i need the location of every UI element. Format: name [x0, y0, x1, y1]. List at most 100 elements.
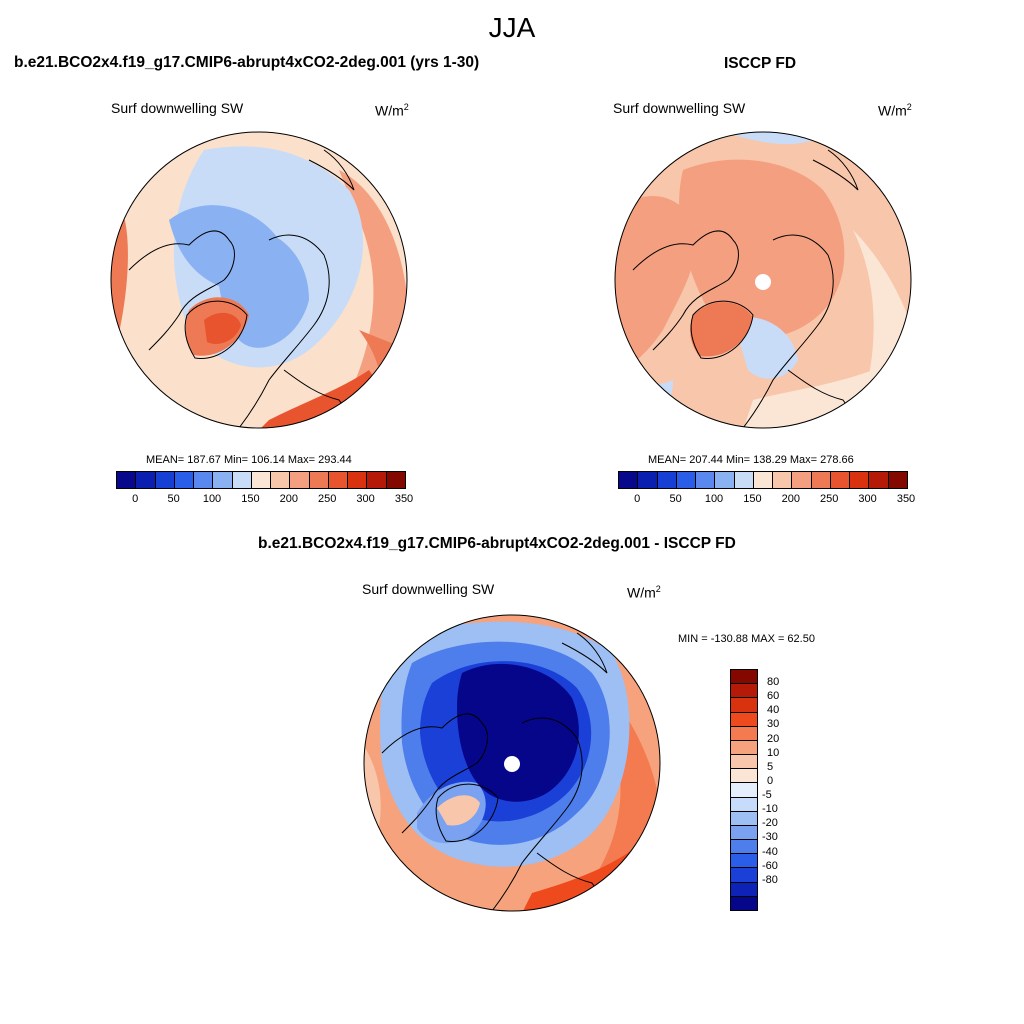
- field-region: [615, 196, 696, 380]
- colorbar-swatch: [174, 472, 195, 488]
- colorbar-swatch: [731, 684, 757, 699]
- colorbar-tick-label: 40: [767, 704, 780, 717]
- colorbar-tick-label: 10: [767, 746, 780, 759]
- colorbar-swatch: [850, 472, 870, 488]
- polar-map-diff: [363, 614, 661, 912]
- colorbar-obs: [618, 471, 908, 489]
- colorbar-tick-label: 60: [767, 690, 780, 703]
- colorbar-swatch: [731, 755, 757, 770]
- colorbar-tick-label: -30: [762, 831, 778, 844]
- coastline: [308, 149, 355, 191]
- colorbar-tick-label: 300: [858, 493, 877, 505]
- colorbar-swatch: [792, 472, 812, 488]
- colorbar-tick-label: 350: [896, 493, 916, 505]
- colorbar-tick-label: 350: [394, 493, 414, 505]
- field-region: [457, 663, 579, 802]
- variable-label-diff: Surf downwelling SW: [362, 581, 495, 597]
- colorbar-swatch: [290, 472, 310, 488]
- colorbar-swatch: [619, 472, 639, 488]
- variable-label-model: Surf downwelling SW: [111, 100, 244, 116]
- units-label-model: W/m2: [375, 102, 409, 119]
- panel-title-model: b.e21.BCO2x4.f19_g17.CMIP6-abrupt4xCO2-2…: [14, 54, 480, 71]
- colorbar-swatch: [731, 825, 757, 841]
- colorbar-tick-label: 0: [132, 493, 139, 505]
- colorbar-tick-label: -60: [762, 859, 778, 872]
- field-region: [204, 312, 241, 345]
- colorbar-swatch: [657, 472, 677, 488]
- colorbar-swatch: [731, 854, 757, 869]
- colorbar-ticks-diff: 80 60 40 30 20 10 5 0 -5 -10 -20 -30 -40 -60 -80: [762, 669, 802, 909]
- colorbar-swatch: [811, 472, 831, 488]
- colorbar-swatch: [731, 882, 757, 897]
- colorbar-tick-label: 150: [743, 493, 762, 505]
- colorbar-swatch: [194, 472, 214, 488]
- colorbar-swatch: [696, 472, 716, 488]
- colorbar-tick-label: 20: [767, 732, 780, 745]
- field-region: [690, 302, 753, 357]
- colorbar-swatch: [888, 472, 907, 488]
- colorbar-tick-label: -80: [762, 873, 778, 886]
- polar-map-model: [110, 131, 408, 429]
- colorbar-swatch: [869, 472, 889, 488]
- coastline: [381, 713, 488, 834]
- colorbar-tick-label: -10: [762, 803, 778, 816]
- colorbar-tick-label: 0: [767, 774, 774, 787]
- colorbar-tick-label: 50: [669, 493, 682, 505]
- units-label-obs: W/m2: [878, 102, 912, 119]
- colorbar-swatch: [731, 868, 757, 883]
- colorbar-tick-label: 300: [356, 493, 375, 505]
- colorbar-ticks-model: 0 50 100 150 200 250 300 350: [116, 493, 413, 509]
- colorbar-tick-label: 5: [767, 760, 774, 773]
- colorbar-swatch: [773, 472, 793, 488]
- colorbar-swatch: [117, 472, 137, 488]
- colorbar-tick-label: 200: [781, 493, 800, 505]
- colorbar-swatch: [734, 472, 754, 488]
- colorbar-swatch: [155, 472, 175, 488]
- colorbar-swatch: [271, 472, 291, 488]
- colorbar-swatch: [731, 726, 757, 741]
- main-title: JJA: [488, 12, 536, 43]
- panel-title-obs: ISCCP FD: [724, 55, 797, 72]
- colorbar-swatch: [830, 472, 851, 488]
- colorbar-swatch: [638, 472, 658, 488]
- colorbar-swatch: [731, 811, 757, 826]
- stats-obs: MEAN= 207.44 Min= 138.29 Max= 278.66: [648, 454, 854, 466]
- stats-model: MEAN= 187.67 Min= 106.14 Max= 293.44: [146, 454, 352, 466]
- colorbar-tick-label: 100: [704, 493, 724, 505]
- panel-title-diff: b.e21.BCO2x4.f19_g17.CMIP6-abrupt4xCO2-2…: [258, 535, 736, 552]
- coastline: [561, 632, 608, 674]
- colorbar-swatch: [731, 712, 757, 727]
- coastline: [238, 234, 330, 428]
- colorbar-tick-label: 250: [318, 493, 337, 505]
- colorbar-swatch: [386, 472, 405, 488]
- field-region: [733, 317, 798, 379]
- colorbar-swatch: [731, 740, 757, 756]
- colorbar-swatch: [213, 472, 233, 488]
- coastline: [742, 234, 834, 428]
- colorbar-swatch: [676, 472, 697, 488]
- colorbar-tick-label: 50: [167, 493, 180, 505]
- colorbar-swatch: [715, 472, 735, 488]
- colorbar-ticks-obs: 0 50 100 150 200 250 300 350: [618, 493, 915, 509]
- stats-diff: MIN = -130.88 MAX = 62.50: [678, 633, 815, 645]
- colorbar-tick-label: 250: [820, 493, 839, 505]
- colorbar-swatch: [731, 698, 757, 713]
- colorbar-swatch: [731, 783, 757, 798]
- colorbar-tick-label: -40: [762, 845, 778, 858]
- colorbar-swatch: [731, 840, 757, 855]
- field-region: [679, 159, 845, 338]
- colorbar-tick-label: -5: [762, 789, 772, 802]
- units-label-diff: W/m2: [627, 584, 661, 601]
- coastline: [128, 230, 235, 351]
- colorbar-tick-label: 200: [279, 493, 298, 505]
- colorbar-swatch: [731, 670, 757, 685]
- colorbar-tick-label: 80: [767, 676, 780, 689]
- colorbar-swatch: [731, 797, 757, 812]
- coastline: [435, 783, 499, 842]
- polar-map-obs: [614, 131, 912, 429]
- colorbar-swatch: [328, 472, 349, 488]
- coastline: [812, 149, 859, 191]
- colorbar-swatch: [251, 472, 272, 488]
- variable-label-obs: Surf downwelling SW: [613, 100, 746, 116]
- colorbar-tick-label: -20: [762, 817, 778, 830]
